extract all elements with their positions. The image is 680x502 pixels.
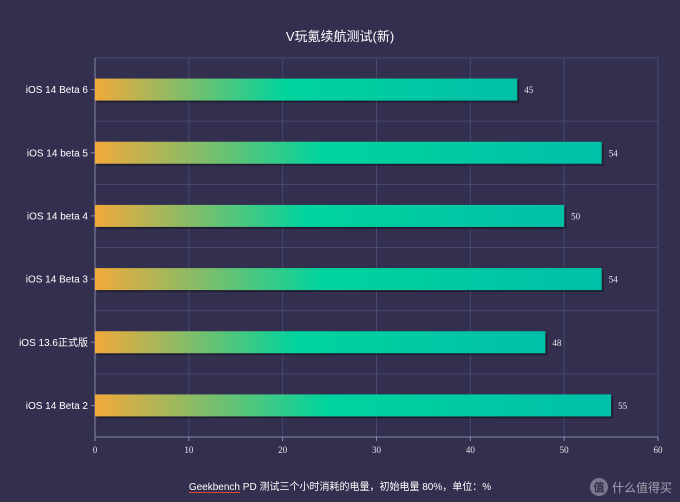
- caption-underlined: Geekbench: [188, 482, 240, 493]
- chart-title: V玩氪续航测试(新): [285, 29, 395, 44]
- category-label: iOS 14 Beta 2: [26, 401, 89, 412]
- bar: [95, 78, 518, 101]
- chart-caption: Geekbench PD 测试三个小时消耗的电量，初始电量 80%，单位：%: [0, 478, 680, 493]
- grid: [91, 57, 659, 441]
- bar: [95, 331, 546, 354]
- x-tick-label: 10: [184, 445, 194, 455]
- category-label: iOS 13.6正式版: [19, 336, 88, 349]
- caption-text: PD 测试三个小时消耗的电量，初始电量 80%，单位：%: [240, 482, 492, 493]
- x-tick-label: 60: [654, 445, 664, 455]
- bar: [95, 204, 565, 227]
- bar: [95, 268, 602, 291]
- x-tick-label: 50: [560, 445, 570, 455]
- bar: [95, 141, 602, 164]
- value-label: 55: [618, 401, 628, 411]
- x-tick-label: 30: [372, 445, 382, 455]
- labels: 0 10 20 30 40 50 60 iOS 14 Beta 6 45 iOS 14 beta …: [19, 85, 663, 455]
- x-tick-label: 40: [466, 445, 476, 455]
- category-label: iOS 14 Beta 6: [26, 85, 89, 96]
- x-tick-label: 0: [93, 445, 98, 455]
- bar: [95, 394, 612, 417]
- value-label: 50: [571, 211, 581, 221]
- x-tick-label: 20: [278, 445, 288, 455]
- bars: [95, 78, 614, 419]
- value-label: 54: [609, 148, 619, 158]
- watermark-logo-icon: 值: [589, 478, 608, 496]
- watermark: 值 什么值得买: [589, 478, 672, 496]
- category-label: iOS 14 beta 5: [27, 148, 89, 159]
- value-label: 45: [524, 85, 534, 95]
- value-label: 54: [609, 275, 619, 285]
- category-label: iOS 14 beta 4: [27, 211, 89, 222]
- value-label: 48: [552, 338, 562, 348]
- category-label: iOS 14 Beta 3: [26, 275, 89, 286]
- watermark-text: 什么值得买: [611, 480, 672, 495]
